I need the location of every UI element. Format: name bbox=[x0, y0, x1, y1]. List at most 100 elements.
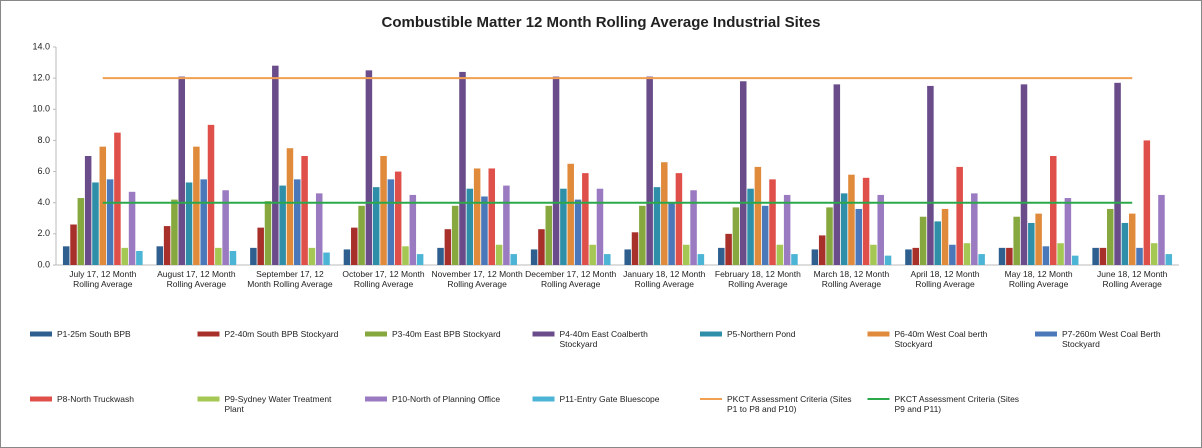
bar bbox=[1042, 246, 1050, 265]
bar bbox=[754, 166, 762, 265]
bar bbox=[919, 216, 927, 265]
bar bbox=[510, 254, 517, 265]
bar bbox=[1128, 213, 1136, 265]
legend-label: P5-Northern Pond bbox=[727, 329, 796, 339]
bar bbox=[451, 205, 459, 265]
y-tick-label: 4.0 bbox=[37, 197, 50, 207]
bar bbox=[1035, 213, 1042, 265]
bar bbox=[272, 65, 279, 265]
bar bbox=[62, 246, 70, 265]
legend-label: P1-25m South BPB bbox=[57, 329, 131, 339]
y-tick-label: 6.0 bbox=[37, 166, 50, 176]
bar bbox=[416, 254, 424, 265]
legend-label: PKCT Assessment Criteria (Sites P1 to P8… bbox=[727, 394, 852, 414]
bar bbox=[791, 254, 798, 265]
bar bbox=[121, 247, 128, 265]
bar bbox=[84, 156, 92, 265]
bar bbox=[1020, 84, 1028, 265]
bar bbox=[631, 232, 639, 265]
bar bbox=[495, 244, 503, 265]
legend-label: P6-40m West Coal berth Stockyard bbox=[894, 329, 988, 349]
bar bbox=[257, 227, 264, 265]
bar bbox=[1114, 82, 1121, 265]
y-tick-label: 0.0 bbox=[37, 259, 50, 269]
bar bbox=[136, 250, 143, 265]
bar bbox=[941, 208, 949, 265]
bar bbox=[92, 182, 99, 265]
bar bbox=[264, 201, 272, 265]
bar bbox=[971, 193, 978, 265]
bar bbox=[193, 146, 200, 265]
bar bbox=[560, 188, 567, 265]
bar bbox=[402, 246, 409, 265]
bar bbox=[106, 179, 114, 265]
legend-key bbox=[700, 331, 722, 337]
bar bbox=[1136, 247, 1143, 265]
bar bbox=[229, 250, 237, 265]
bar bbox=[1121, 222, 1129, 265]
bar bbox=[582, 173, 589, 265]
bar bbox=[323, 252, 330, 265]
bar bbox=[567, 163, 574, 265]
bar bbox=[351, 227, 358, 265]
bar bbox=[1064, 198, 1072, 265]
bar bbox=[200, 179, 207, 265]
y-tick-label: 14.0 bbox=[32, 41, 50, 51]
bar bbox=[503, 185, 510, 265]
bar bbox=[163, 226, 171, 265]
bar bbox=[308, 247, 316, 265]
x-tick-label: January 18, 12 Month Rolling Average bbox=[623, 269, 706, 289]
bar bbox=[855, 208, 863, 265]
bar bbox=[739, 81, 747, 265]
bar bbox=[877, 194, 884, 265]
bar bbox=[1028, 222, 1035, 265]
legend-label: P2-40m South BPB Stockyard bbox=[224, 329, 339, 339]
bar bbox=[668, 202, 675, 265]
bar bbox=[185, 182, 193, 265]
bar bbox=[732, 207, 740, 265]
y-tick-label: 10.0 bbox=[32, 104, 50, 114]
bar bbox=[1057, 243, 1064, 265]
bar bbox=[870, 244, 877, 265]
legend-key bbox=[30, 331, 52, 337]
bar bbox=[1150, 243, 1158, 265]
bar bbox=[624, 249, 631, 265]
legend-key bbox=[1035, 331, 1057, 337]
bar bbox=[769, 179, 776, 265]
bar bbox=[818, 235, 826, 265]
bar bbox=[697, 254, 705, 265]
bar bbox=[574, 199, 582, 265]
bar bbox=[690, 190, 697, 265]
bar bbox=[315, 193, 323, 265]
bar bbox=[409, 194, 417, 265]
bar bbox=[1165, 254, 1173, 265]
legend-key bbox=[197, 331, 220, 337]
y-tick-label: 12.0 bbox=[32, 73, 50, 83]
bar bbox=[99, 146, 107, 265]
x-tick-label: February 18, 12 Month Rolling Average bbox=[714, 269, 801, 289]
bar bbox=[279, 185, 286, 265]
legend-label: P9-Sydney Water Treatment Plant bbox=[224, 394, 332, 414]
bar bbox=[387, 179, 395, 265]
bar bbox=[481, 196, 488, 265]
bar bbox=[394, 171, 402, 265]
bar bbox=[905, 249, 912, 265]
x-tick-label: March 18, 12 Month Rolling Average bbox=[813, 269, 890, 289]
bar bbox=[646, 76, 653, 265]
bar bbox=[912, 247, 920, 265]
bar bbox=[811, 249, 819, 265]
bar bbox=[604, 254, 611, 265]
bar bbox=[77, 198, 85, 265]
bar bbox=[1006, 247, 1013, 265]
bar bbox=[466, 188, 474, 265]
bar bbox=[545, 205, 553, 265]
bar bbox=[215, 247, 222, 265]
bar bbox=[301, 156, 308, 265]
bar bbox=[653, 187, 661, 265]
bar bbox=[998, 247, 1006, 265]
bar bbox=[380, 156, 387, 265]
x-tick-label: November 17, 12 Month Rolling Average bbox=[431, 269, 523, 289]
bar bbox=[848, 174, 855, 265]
legend-label: P4-40m East Coalberth Stockyard bbox=[559, 329, 648, 349]
bar bbox=[783, 194, 791, 265]
